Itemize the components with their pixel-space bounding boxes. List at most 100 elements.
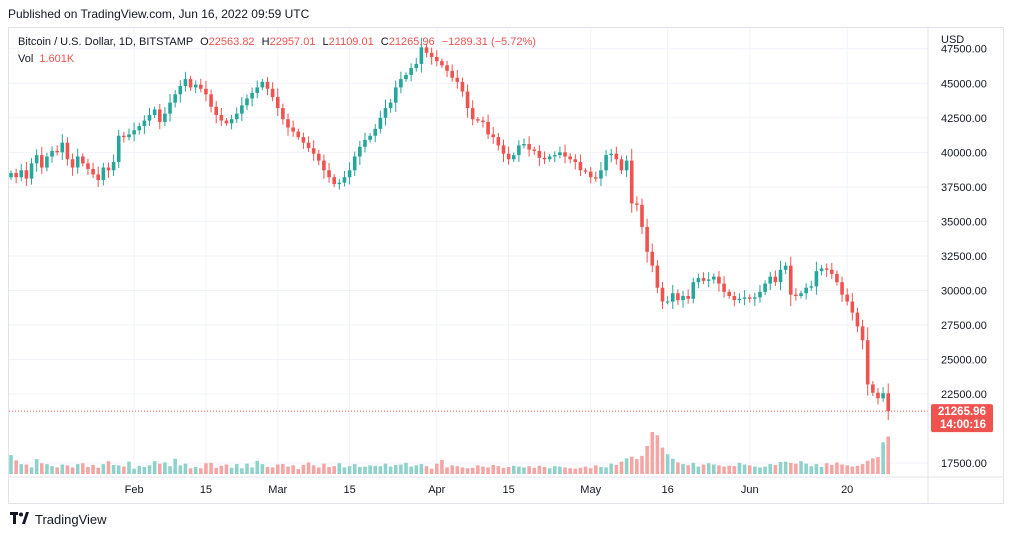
candle-body — [804, 287, 808, 294]
volume-bar — [188, 468, 193, 474]
volume-bar — [732, 466, 737, 474]
volume-bar — [352, 464, 357, 474]
volume-bar — [640, 455, 644, 474]
volume-bar — [568, 468, 572, 474]
candle-body — [199, 84, 203, 89]
volume-bar — [460, 467, 465, 474]
candle-body — [840, 282, 844, 295]
candle-body — [173, 94, 177, 103]
volume-bar — [332, 466, 336, 474]
candle-body — [830, 269, 834, 274]
candle-body — [660, 287, 665, 302]
volume-bar — [404, 462, 408, 474]
candle-body — [455, 77, 460, 82]
volume-bar — [286, 466, 290, 474]
candle-body — [727, 291, 731, 297]
candle-body — [19, 170, 24, 178]
volume-bar — [373, 465, 378, 474]
price-tick-label: 30000.00 — [941, 285, 987, 297]
volume-bar — [270, 467, 275, 474]
volume-bar — [594, 465, 598, 474]
candle-body — [527, 144, 531, 150]
volume-bar — [219, 465, 224, 474]
footer-brand[interactable]: TradingView — [10, 512, 107, 527]
volume-bar — [712, 464, 716, 474]
candle-body — [358, 146, 362, 157]
change-value: −1289.31 (−5.72%) — [441, 36, 536, 48]
chart-legend: Bitcoin / U.S. Dollar, 1D, BITSTAMP O225… — [18, 34, 536, 68]
price-axis[interactable]: USD 47500.00 45000.00 42500.00 40000.00 3750… — [941, 34, 987, 470]
volume-bar — [199, 468, 203, 474]
volume-bar — [511, 465, 516, 474]
volume-bar — [383, 463, 388, 474]
candle-body — [517, 145, 521, 156]
time-tick-label: 20 — [841, 484, 853, 496]
price-tick-label: 47500.00 — [941, 44, 987, 56]
candle-body — [588, 171, 593, 178]
volume-bar — [665, 454, 670, 474]
candle-body — [532, 149, 537, 151]
volume-value: 1.601K — [39, 53, 75, 65]
symbol-description[interactable]: Bitcoin / U.S. Dollar, 1D, BITSTAMP — [18, 36, 194, 48]
volume-bar — [686, 465, 690, 474]
candle-body — [881, 393, 885, 399]
candle-body — [665, 301, 670, 303]
candle-body — [14, 173, 18, 178]
candle-body — [824, 268, 829, 270]
open-value: 22563.82 — [208, 36, 255, 48]
candle-body — [747, 297, 752, 299]
volume-bar — [29, 467, 34, 474]
volume-bar — [763, 466, 767, 474]
candle-body — [281, 108, 285, 120]
candle-body — [758, 291, 762, 298]
volume-bar — [758, 467, 762, 474]
bar-countdown: 14:00:16 — [940, 419, 986, 431]
volume-bar — [347, 466, 352, 474]
candle-body — [337, 182, 342, 185]
time-tick-label: 15 — [502, 484, 514, 496]
volume-label[interactable]: Vol — [18, 53, 34, 65]
volume-bar — [583, 466, 588, 474]
volume-bar — [388, 466, 393, 474]
candle-body — [383, 108, 388, 118]
candle-body — [81, 156, 85, 164]
volume-bar — [501, 467, 506, 474]
time-axis[interactable]: Feb 15 Mar 15 Apr 15 May 16 Jun 20 — [125, 484, 854, 496]
candle-body — [481, 120, 485, 122]
volume-bar — [578, 467, 583, 474]
price-tick-label: 32500.00 — [941, 251, 987, 263]
candle-body — [476, 119, 480, 121]
chart-frame — [8, 27, 1004, 504]
volume-bar — [486, 467, 490, 474]
volume-bar — [527, 466, 531, 474]
candle-body — [224, 120, 229, 124]
candle-body — [352, 156, 357, 171]
candle-body — [127, 134, 131, 138]
volume-bar — [819, 466, 824, 474]
candle-body — [286, 119, 290, 128]
candle-body — [465, 91, 470, 109]
volume-bar — [291, 465, 295, 474]
volume-bar — [106, 461, 111, 474]
volume-bar — [855, 465, 860, 474]
candle-body — [322, 160, 326, 171]
candle-body — [414, 63, 419, 69]
volume-bar — [824, 463, 829, 474]
candle-body — [876, 392, 880, 399]
candle-body — [486, 121, 490, 135]
volume-bar — [706, 463, 711, 474]
price-tick-label: 22500.00 — [941, 389, 987, 401]
volume-bar — [60, 464, 65, 474]
candle-body — [291, 127, 295, 132]
price-tick-label: 35000.00 — [941, 216, 987, 228]
volume-bar — [445, 467, 449, 474]
volume-bar — [209, 462, 213, 474]
candle-body — [614, 153, 619, 160]
candle-body — [183, 79, 188, 87]
candles[interactable] — [9, 37, 891, 421]
volume-bar — [163, 462, 167, 474]
candlestick-chart[interactable]: USD 47500.00 45000.00 42500.00 40000.00 3750… — [9, 28, 1003, 503]
candle-body — [732, 296, 737, 301]
volume-bar — [717, 465, 721, 474]
ohlc-row: Bitcoin / U.S. Dollar, 1D, BITSTAMP O225… — [18, 34, 536, 51]
